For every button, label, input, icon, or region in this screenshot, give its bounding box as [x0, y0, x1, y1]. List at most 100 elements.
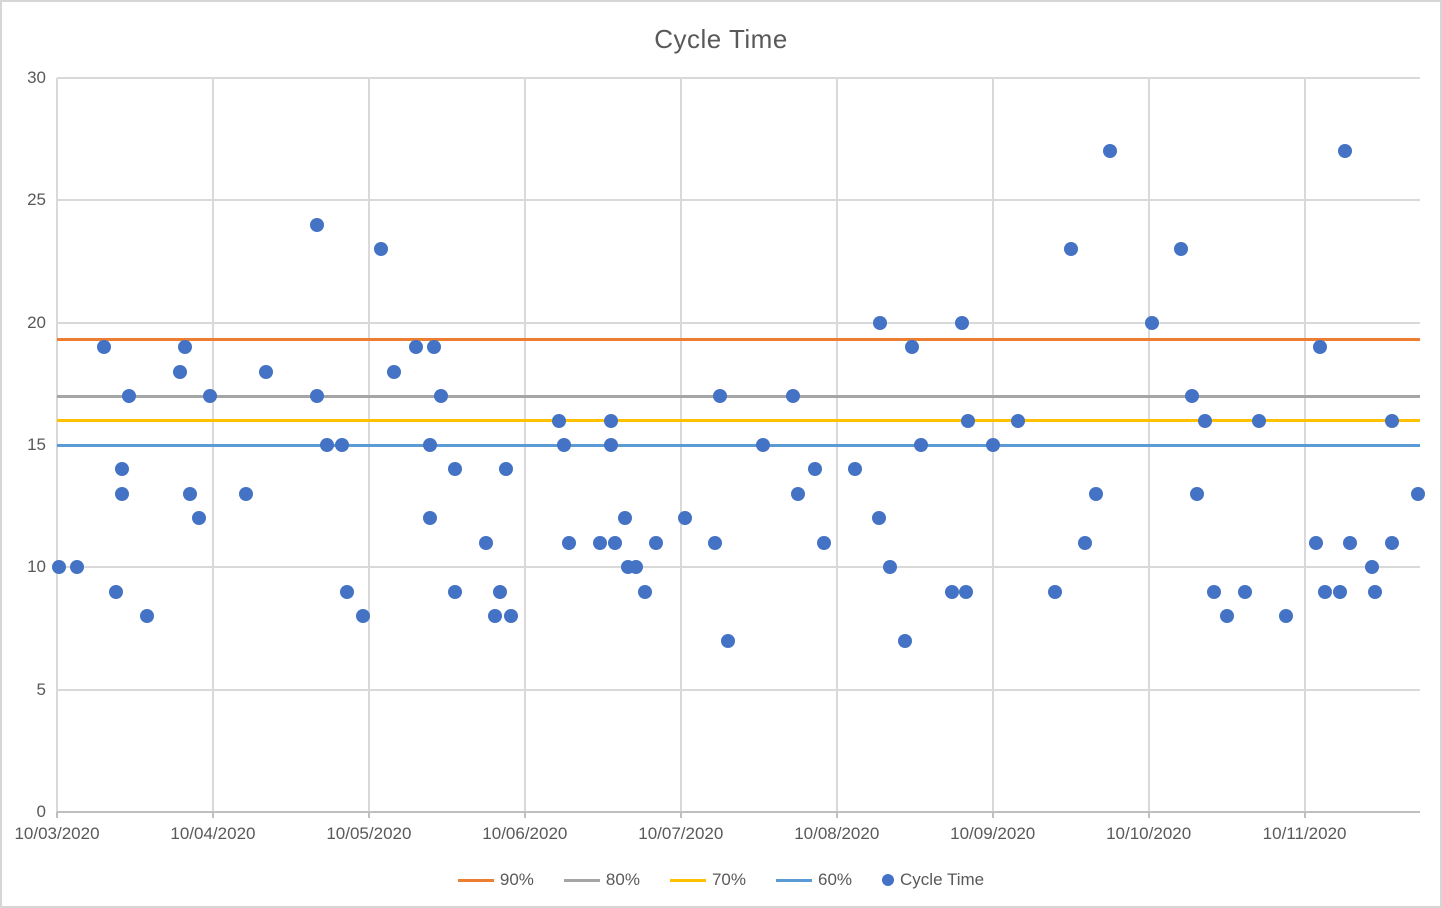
data-point[interactable]: [422, 511, 437, 526]
data-point[interactable]: [945, 584, 960, 599]
data-point[interactable]: [552, 413, 567, 428]
data-point[interactable]: [871, 511, 886, 526]
data-point[interactable]: [1384, 413, 1399, 428]
data-point[interactable]: [115, 462, 130, 477]
data-point[interactable]: [173, 364, 188, 379]
data-point[interactable]: [310, 389, 325, 404]
data-point[interactable]: [96, 340, 111, 355]
data-point[interactable]: [1063, 242, 1078, 257]
data-point[interactable]: [433, 389, 448, 404]
data-point[interactable]: [985, 438, 1000, 452]
data-point[interactable]: [882, 560, 897, 575]
data-point[interactable]: [720, 633, 735, 648]
data-point[interactable]: [422, 438, 437, 452]
data-point[interactable]: [954, 315, 969, 330]
data-point[interactable]: [756, 438, 771, 452]
data-point[interactable]: [817, 535, 832, 550]
data-point[interactable]: [786, 389, 801, 404]
reference-line-70%[interactable]: [57, 419, 1420, 423]
data-point[interactable]: [1342, 535, 1357, 550]
data-point[interactable]: [1144, 315, 1159, 330]
reference-line-90%[interactable]: [57, 338, 1420, 342]
data-point[interactable]: [374, 242, 389, 257]
data-point[interactable]: [1189, 486, 1204, 501]
data-point[interactable]: [1102, 144, 1117, 159]
data-point[interactable]: [959, 584, 974, 599]
data-point[interactable]: [1207, 584, 1222, 599]
data-point[interactable]: [1384, 535, 1399, 550]
data-point[interactable]: [310, 217, 325, 232]
data-point[interactable]: [960, 413, 975, 428]
data-point[interactable]: [1367, 584, 1382, 599]
data-point[interactable]: [648, 535, 663, 550]
data-point[interactable]: [1313, 340, 1328, 355]
data-point[interactable]: [592, 535, 607, 550]
data-point[interactable]: [1308, 535, 1323, 550]
data-point[interactable]: [1197, 413, 1212, 428]
data-point[interactable]: [628, 560, 643, 575]
data-point[interactable]: [1238, 584, 1253, 599]
data-point[interactable]: [258, 364, 273, 379]
data-point[interactable]: [1088, 486, 1103, 501]
data-point[interactable]: [202, 389, 217, 404]
data-point[interactable]: [182, 486, 197, 501]
data-point[interactable]: [191, 511, 206, 526]
data-point[interactable]: [1252, 413, 1267, 428]
data-point[interactable]: [177, 340, 192, 355]
data-point[interactable]: [1333, 584, 1348, 599]
data-point[interactable]: [637, 584, 652, 599]
reference-line-80%[interactable]: [57, 394, 1420, 398]
data-point[interactable]: [1364, 560, 1379, 575]
data-point[interactable]: [1338, 144, 1353, 159]
data-point[interactable]: [499, 462, 514, 477]
data-point[interactable]: [848, 462, 863, 477]
data-point[interactable]: [561, 535, 576, 550]
data-point[interactable]: [109, 584, 124, 599]
legend-item-60-[interactable]: 60%: [775, 870, 852, 890]
data-point[interactable]: [1077, 535, 1092, 550]
data-point[interactable]: [335, 438, 350, 452]
data-point[interactable]: [319, 438, 334, 452]
data-point[interactable]: [712, 389, 727, 404]
legend-item-cycle-time[interactable]: Cycle Time: [882, 870, 984, 890]
legend-item-70-[interactable]: 70%: [669, 870, 746, 890]
data-point[interactable]: [678, 511, 693, 526]
data-point[interactable]: [51, 560, 66, 575]
data-point[interactable]: [1411, 486, 1426, 501]
data-point[interactable]: [873, 315, 888, 330]
data-point[interactable]: [790, 486, 805, 501]
data-point[interactable]: [708, 535, 723, 550]
data-point[interactable]: [121, 389, 136, 404]
data-point[interactable]: [447, 584, 462, 599]
data-point[interactable]: [408, 340, 423, 355]
data-point[interactable]: [340, 584, 355, 599]
data-point[interactable]: [898, 633, 913, 648]
legend-item-80-[interactable]: 80%: [563, 870, 640, 890]
legend-item-90-[interactable]: 90%: [457, 870, 534, 890]
data-point[interactable]: [1010, 413, 1025, 428]
data-point[interactable]: [1317, 584, 1332, 599]
data-point[interactable]: [1219, 609, 1234, 624]
data-point[interactable]: [140, 609, 155, 624]
data-point[interactable]: [427, 340, 442, 355]
data-point[interactable]: [608, 535, 623, 550]
data-point[interactable]: [904, 340, 919, 355]
data-point[interactable]: [1174, 242, 1189, 257]
data-point[interactable]: [492, 584, 507, 599]
data-point[interactable]: [238, 486, 253, 501]
data-point[interactable]: [617, 511, 632, 526]
data-point[interactable]: [488, 609, 503, 624]
reference-line-60%[interactable]: [57, 443, 1420, 447]
data-point[interactable]: [807, 462, 822, 477]
data-point[interactable]: [70, 560, 85, 575]
data-point[interactable]: [115, 486, 130, 501]
data-point[interactable]: [503, 609, 518, 624]
data-point[interactable]: [603, 438, 618, 452]
data-point[interactable]: [603, 413, 618, 428]
data-point[interactable]: [386, 364, 401, 379]
data-point[interactable]: [913, 438, 928, 452]
data-point[interactable]: [355, 609, 370, 624]
data-point[interactable]: [1278, 609, 1293, 624]
data-point[interactable]: [556, 438, 571, 452]
data-point[interactable]: [478, 535, 493, 550]
